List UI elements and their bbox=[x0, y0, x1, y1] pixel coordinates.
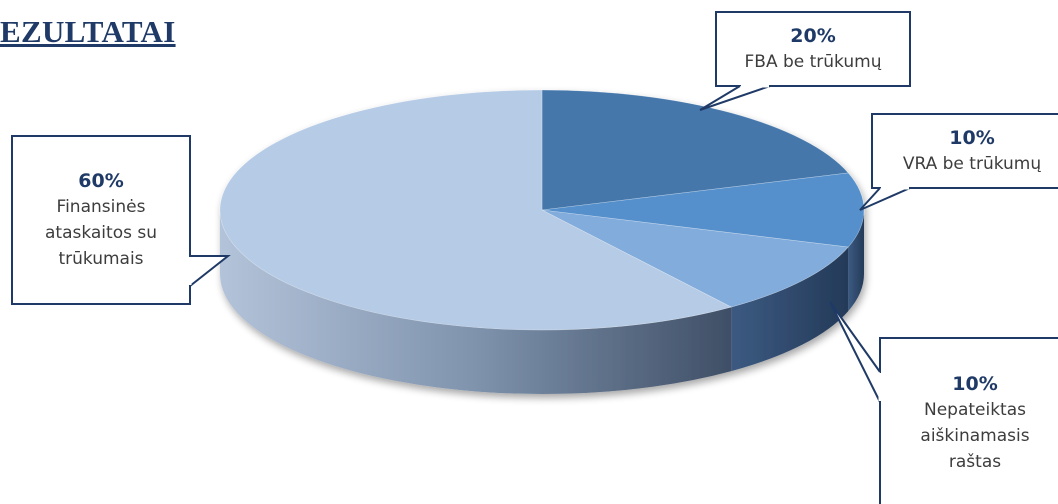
data-label-text: FBA be trūkumų bbox=[744, 52, 882, 72]
data-label: 10% VRA be trūkumų bbox=[872, 125, 1058, 177]
data-label-percent: 60% bbox=[78, 170, 124, 192]
data-label-text: trūkumais bbox=[58, 249, 144, 269]
data-label-text: Finansinės bbox=[56, 197, 146, 217]
callout-box bbox=[879, 337, 1058, 504]
data-label-percent: 10% bbox=[949, 127, 995, 149]
data-label: 20% FBA be trūkumų bbox=[716, 23, 910, 75]
data-label: 10% Nepateiktas aiškinamasis raštas bbox=[880, 371, 1058, 475]
pie-slice-side bbox=[220, 210, 732, 394]
pie-slice bbox=[219, 89, 733, 331]
callout-box bbox=[715, 11, 911, 87]
callout-pointer bbox=[189, 255, 231, 287]
pie-slice bbox=[541, 172, 865, 248]
data-label-text: raštas bbox=[948, 452, 1002, 472]
pie-slice-side bbox=[731, 247, 849, 372]
callout-box bbox=[11, 135, 191, 305]
pie-slice bbox=[541, 209, 849, 308]
page-title: EZULTATAI bbox=[0, 14, 176, 49]
callout-pointer bbox=[859, 187, 911, 211]
callout-pointer bbox=[699, 85, 771, 111]
data-label: 60% Finansinės ataskaitos su trūkumais bbox=[12, 168, 190, 272]
callout-pointer bbox=[829, 301, 881, 403]
data-label-text: VRA be trūkumų bbox=[902, 154, 1042, 174]
data-label-percent: 20% bbox=[790, 25, 836, 47]
callout-box bbox=[871, 113, 1058, 189]
pie-slice bbox=[541, 89, 849, 211]
data-label-text: Nepateiktas bbox=[923, 400, 1027, 420]
pie-slice-side bbox=[848, 210, 865, 312]
data-label-text: ataskaitos su bbox=[44, 223, 157, 243]
data-label-text: aiškinamasis bbox=[920, 426, 1030, 446]
data-label-percent: 10% bbox=[952, 373, 998, 395]
